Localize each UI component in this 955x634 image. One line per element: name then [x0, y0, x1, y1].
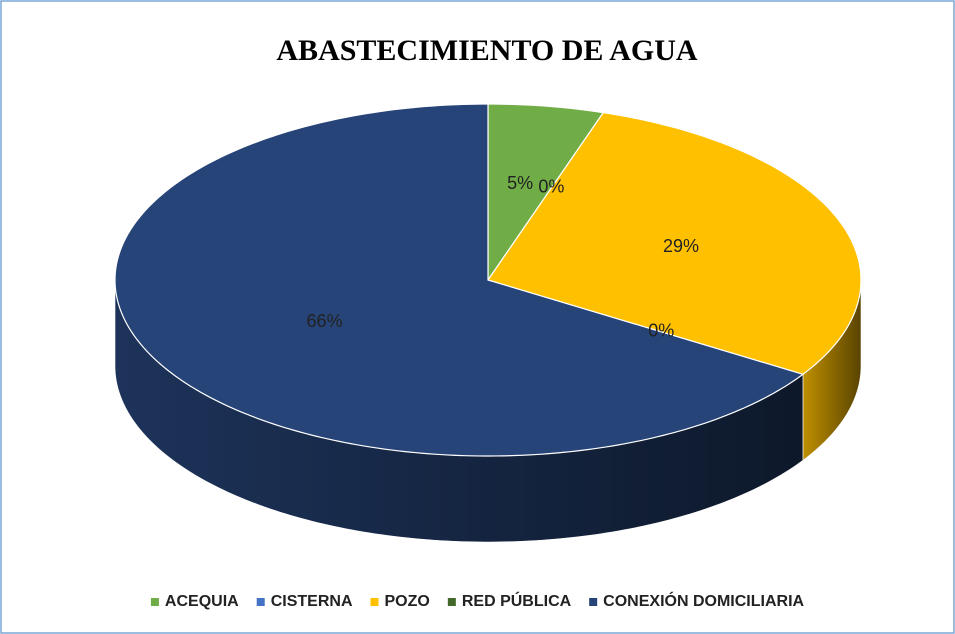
chart-title: ABASTECIMIENTO DE AGUA — [276, 34, 698, 67]
data-label: 66% — [307, 311, 343, 331]
pie-slice — [487, 111, 862, 375]
data-label: 5% — [507, 173, 533, 193]
data-label: 29% — [663, 236, 699, 256]
legend-label: POZO — [384, 593, 429, 610]
legend-label: CONEXIÓN DOMICILIARIA — [603, 591, 804, 610]
legend: ACEQUIA CISTERNA POZO RED PÚBLICA CONEXIÓN D… — [150, 591, 805, 610]
data-label: 0% — [648, 321, 674, 341]
legend-swatch — [589, 598, 598, 606]
legend-label: RED PÚBLICA — [462, 591, 572, 610]
data-label: 0% — [538, 177, 564, 197]
legend-swatch — [370, 598, 379, 606]
legend-label: CISTERNA — [271, 593, 353, 610]
pie-slice — [114, 103, 805, 457]
legend-swatch — [447, 598, 456, 606]
pie-slice — [487, 103, 605, 282]
legend-label: ACEQUIA — [165, 593, 239, 610]
legend-swatch — [256, 598, 265, 606]
legend-swatch — [150, 598, 159, 606]
